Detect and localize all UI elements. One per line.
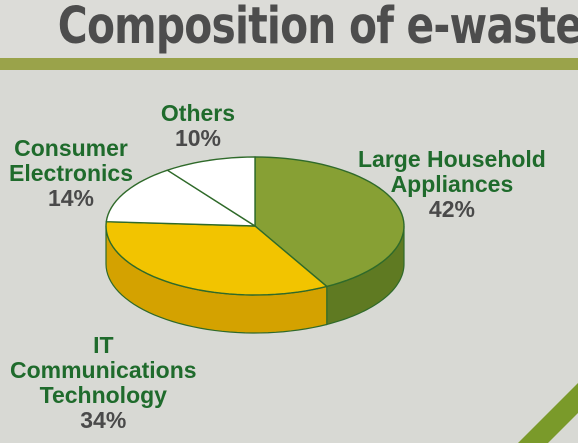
slice-label-line: Technology	[39, 382, 167, 408]
slice-value-label: 14%	[47, 185, 95, 211]
slice-label-line: IT	[93, 332, 114, 358]
slice-value-label: 34%	[80, 407, 127, 433]
chart-title: Composition of e-waste	[57, 0, 578, 56]
pie-slice-2	[105, 169, 256, 227]
pie-slice-1	[105, 220, 328, 296]
slice-label-line: Appliances	[390, 171, 514, 197]
label-consumer-electronics: Consumer Electronics 14%	[0, 136, 142, 211]
title-band: Composition of e-waste	[0, 0, 578, 58]
slice-label-line: Large Household	[358, 146, 546, 172]
slice-label-line: Communications	[10, 357, 197, 383]
pie-slice-3	[166, 156, 256, 227]
slice-label-line: Electronics	[9, 160, 133, 186]
slice-value-label: 42%	[428, 196, 475, 222]
label-it-communications-technology: IT Communications Technology 34%	[10, 333, 197, 433]
pie-slice-0	[254, 156, 405, 288]
slice-value-label: 10%	[174, 125, 222, 151]
slice-label-line: Consumer	[14, 135, 128, 161]
corner-stripe	[518, 383, 578, 443]
title-stripe	[0, 58, 578, 70]
label-large-household-appliances: Large Household Appliances 42%	[358, 147, 546, 222]
pie-slices	[105, 156, 405, 296]
label-others: Others 10%	[148, 101, 248, 151]
slice-label-line: Others	[160, 100, 236, 126]
